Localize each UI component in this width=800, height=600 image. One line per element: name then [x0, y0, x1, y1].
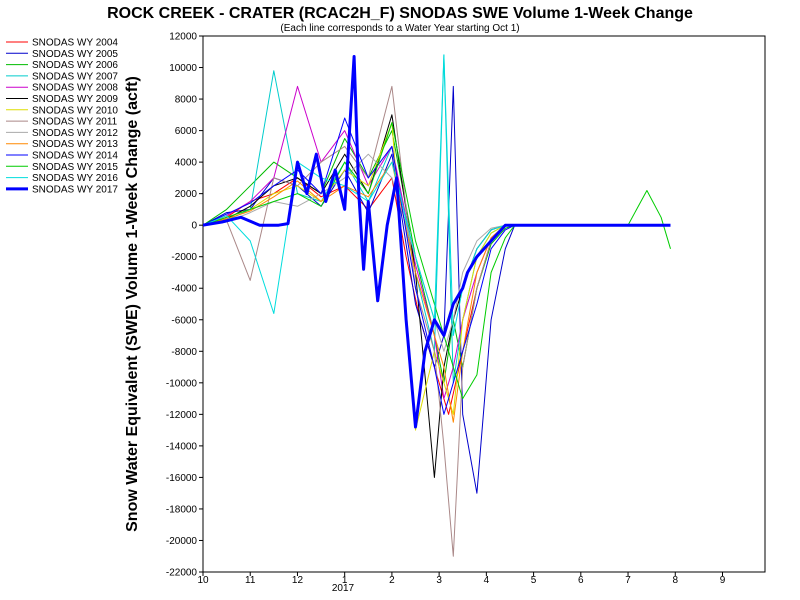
y-tick-label: -22000 — [166, 568, 198, 579]
x-tick-label: 6 — [578, 575, 584, 586]
x-tick-label: 11 — [245, 575, 256, 586]
legend-entry: SNODAS WY 2011 — [32, 117, 118, 128]
y-tick-label: -16000 — [166, 473, 198, 484]
y-tick-label: -12000 — [166, 410, 198, 421]
x-tick-label: 5 — [531, 575, 537, 586]
legend-entry: SNODAS WY 2009 — [32, 94, 118, 105]
y-tick-label: -18000 — [166, 504, 198, 515]
y-tick-label: 10000 — [169, 63, 197, 74]
y-tick-label: 0 — [191, 221, 197, 232]
chart-title: ROCK CREEK - CRATER (RCAC2H_F) SNODAS SW… — [107, 5, 693, 22]
y-tick-label: 12000 — [169, 32, 197, 43]
legend-entry: SNODAS WY 2010 — [32, 105, 118, 116]
legend-entry: SNODAS WY 2017 — [32, 184, 118, 195]
x-axis: 10 11 12 1 2 3 4 5 6 7 8 9 — [197, 572, 726, 586]
legend-entry: SNODAS WY 2005 — [32, 49, 118, 60]
y-tick-label: 2000 — [175, 189, 198, 200]
legend-entry: SNODAS WY 2008 — [32, 83, 118, 94]
x-tick-label: 8 — [672, 575, 678, 586]
y-tick-label: -14000 — [166, 441, 198, 452]
x-year-label: 2017 — [332, 583, 355, 594]
y-tick-label: -8000 — [171, 347, 197, 358]
x-tick-label: 3 — [436, 575, 442, 586]
y-axis-label: Snow Water Equivalent (SWE) Volume 1-Wee… — [124, 76, 141, 532]
legend-entry: SNODAS WY 2013 — [32, 139, 118, 150]
y-tick-label: -20000 — [166, 536, 198, 547]
legend-entry: SNODAS WY 2004 — [32, 38, 118, 49]
x-tick-label: 4 — [484, 575, 490, 586]
y-tick-label: -10000 — [166, 378, 198, 389]
series-line-snodas-wy-2017 — [203, 55, 671, 429]
series-layer — [203, 54, 671, 557]
legend-entry: SNODAS WY 2014 — [32, 151, 118, 162]
legend-entry: SNODAS WY 2015 — [32, 162, 118, 173]
x-tick-label: 10 — [197, 575, 209, 586]
y-axis: 12000 10000 8000 6000 4000 2000 0 -2000 -4000 -60… — [166, 32, 203, 579]
x-tick-label: 9 — [720, 575, 726, 586]
y-tick-label: -6000 — [171, 315, 197, 326]
chart-subtitle: (Each line corresponds to a Water Year s… — [280, 23, 519, 34]
y-tick-label: 8000 — [175, 95, 198, 106]
y-tick-label: -4000 — [171, 284, 197, 295]
plot-area — [202, 35, 766, 573]
y-tick-label: 6000 — [175, 126, 198, 137]
legend-entry: SNODAS WY 2006 — [32, 60, 118, 71]
x-tick-label: 12 — [292, 575, 304, 586]
x-tick-label: 2 — [389, 575, 395, 586]
y-tick-label: 4000 — [175, 158, 198, 169]
legend-entry: SNODAS WY 2012 — [32, 128, 118, 139]
y-tick-label: -2000 — [171, 252, 197, 263]
legend-entry: SNODAS WY 2007 — [32, 71, 118, 82]
x-tick-label: 7 — [625, 575, 631, 586]
legend-entry: SNODAS WY 2016 — [32, 173, 118, 184]
x-tick-label: 1 — [342, 575, 348, 586]
